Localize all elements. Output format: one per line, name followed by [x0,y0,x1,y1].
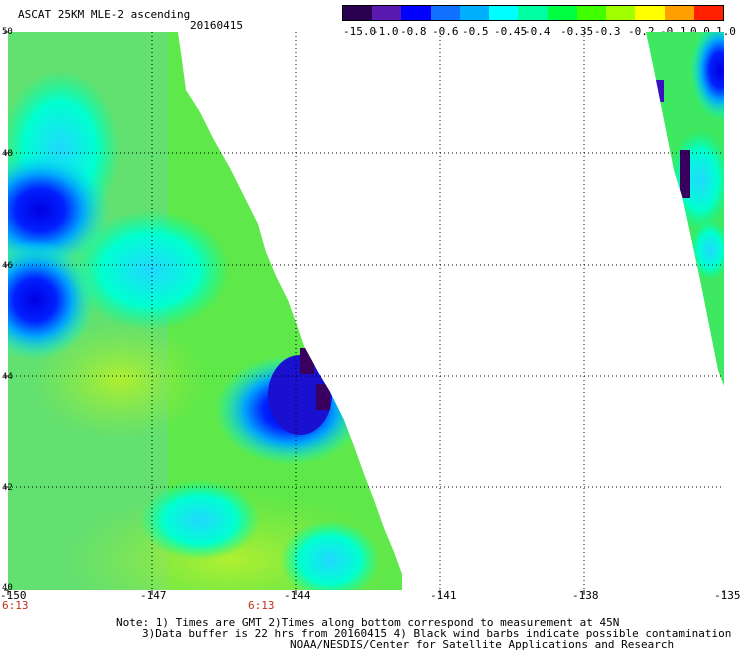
x-tick-label: -144 [284,589,311,602]
y-tick-label: 48 [2,149,13,159]
time-label-left: 6:13 [2,599,29,612]
colorbar-label: -0.5 [462,25,489,38]
map-frame [4,31,725,595]
colorbar-segment [343,6,373,20]
colorbar-segment [693,6,724,20]
colorbar-label: -0.3 [594,25,621,38]
time-label-mid: 6:13 [248,599,275,612]
colorbar-label: -0.8 [400,25,427,38]
colorbar-segment [606,6,636,20]
y-tick-label: 42 [2,483,13,493]
note-line-2: 3)Data buffer is 22 hrs from 20160415 4)… [142,627,732,640]
x-tick-label: -135 [714,589,740,602]
colorbar-label: -1.0 [372,25,399,38]
x-tick-label: -141 [430,589,457,602]
map-grid [8,32,724,590]
note-line-3: NOAA/NESDIS/Center for Satellite Applica… [290,638,675,650]
note-line-1: Note: 1) Times are GMT 2)Times along bot… [116,616,620,629]
colorbar-label: -0.35 [560,25,594,38]
colorbar-segment [401,6,432,20]
plot-date: 20160415 [190,19,243,32]
colorbar-segment [489,6,519,20]
y-tick-label: 46 [2,261,13,271]
colorbar-segment [518,6,549,20]
colorbar-label: -0.4 [524,25,551,38]
plot-title: ASCAT 25KM MLE-2 ascending [18,8,191,21]
y-tick-label: 50 [2,27,13,37]
y-tick-label: 40 [2,583,13,593]
x-tick-label: -138 [572,589,599,602]
colorbar-segment [430,6,461,20]
colorbar-label: -0.6 [432,25,459,38]
swath-left [8,32,402,590]
colorbar-segment [459,6,490,20]
colorbar-label: -15.0 [343,25,377,38]
x-tick-label: -150 [0,589,27,602]
colorbar-segment [664,6,695,20]
colorbar-segment [635,6,666,20]
colorbar-segment [576,6,607,20]
colorbar-segment [547,6,578,20]
colorbar-label: -0.45 [494,25,528,38]
x-tick-label: -147 [140,589,167,602]
y-tick-label: 44 [2,372,13,382]
swath-right [646,32,724,386]
colorbar-segment [372,6,402,20]
colorbar [342,5,724,21]
